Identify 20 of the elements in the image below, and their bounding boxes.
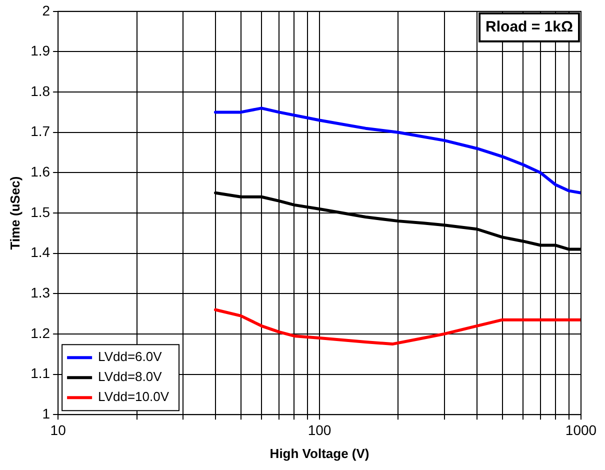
annotation: Rload = 1kΩ — [486, 18, 574, 36]
legend-label: LVdd=6.0V — [98, 349, 162, 364]
y-tick-label: 1.6 — [30, 164, 50, 180]
y-tick-label: 1.1 — [30, 365, 50, 382]
y-axis-title: Time (uSec) — [7, 176, 22, 250]
y-tick-label: 2 — [42, 2, 50, 18]
x-axis-title: High Voltage (V) — [270, 446, 370, 461]
y-tick-label: 1.5 — [30, 204, 50, 220]
y-tick-label: 1.4 — [30, 244, 50, 260]
y-tick-label: 1.9 — [30, 42, 50, 59]
y-tick-label: 1.3 — [30, 284, 50, 300]
y-tick-label: 1.2 — [30, 324, 50, 341]
y-tick-label: 1 — [42, 405, 50, 422]
x-tick-label: 1000 — [565, 422, 597, 438]
legend-label: LVdd=8.0V — [98, 369, 162, 384]
legend-label: LVdd=10.0V — [98, 389, 170, 404]
y-tick-label: 1.8 — [30, 82, 50, 99]
y-tick-label: 1.7 — [30, 123, 50, 140]
x-tick-label: 100 — [308, 422, 332, 438]
x-tick-label: 10 — [50, 422, 66, 438]
